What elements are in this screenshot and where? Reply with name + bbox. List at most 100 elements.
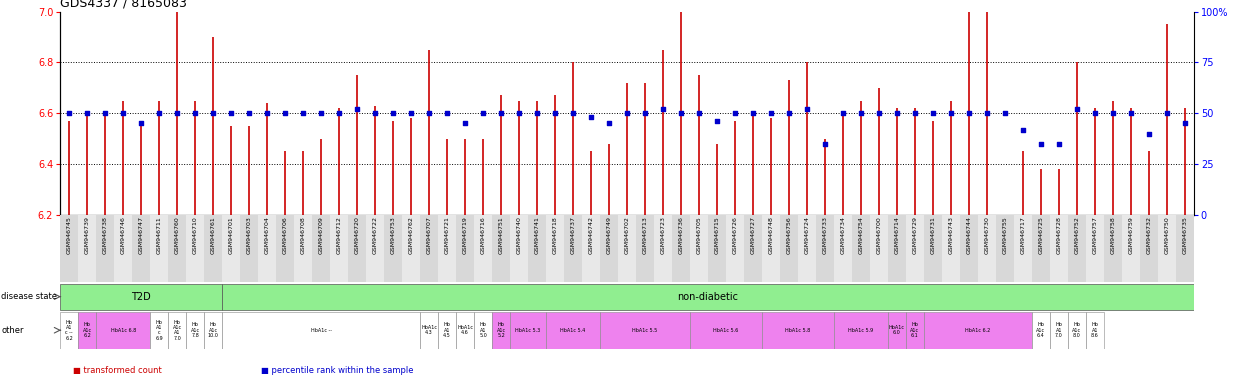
Point <box>671 110 691 116</box>
Text: GSM946746: GSM946746 <box>120 217 125 254</box>
FancyBboxPatch shape <box>599 215 618 282</box>
FancyBboxPatch shape <box>762 215 780 282</box>
Text: GSM946739: GSM946739 <box>85 217 90 254</box>
FancyBboxPatch shape <box>726 215 744 282</box>
FancyBboxPatch shape <box>834 312 888 349</box>
Text: Hb
A1
4.5: Hb A1 4.5 <box>443 322 451 338</box>
FancyBboxPatch shape <box>510 215 528 282</box>
FancyBboxPatch shape <box>834 215 851 282</box>
FancyBboxPatch shape <box>1050 215 1068 282</box>
Text: HbA1c 5.9: HbA1c 5.9 <box>849 328 874 333</box>
FancyBboxPatch shape <box>582 215 599 282</box>
FancyBboxPatch shape <box>132 215 150 282</box>
Point <box>382 110 403 116</box>
Text: GSM946736: GSM946736 <box>678 217 683 254</box>
Text: Hb
A1
c --
6.2: Hb A1 c -- 6.2 <box>65 319 73 341</box>
FancyBboxPatch shape <box>924 312 1032 349</box>
Text: GSM946734: GSM946734 <box>840 217 845 254</box>
Point <box>653 106 673 112</box>
Point <box>59 110 79 116</box>
Text: Hb
A1c
7.8: Hb A1c 7.8 <box>191 322 199 338</box>
Text: GSM946719: GSM946719 <box>463 217 468 254</box>
Text: HbA1c 5.6: HbA1c 5.6 <box>714 328 739 333</box>
FancyBboxPatch shape <box>690 312 762 349</box>
Text: GSM946717: GSM946717 <box>1021 217 1026 254</box>
FancyBboxPatch shape <box>851 215 870 282</box>
Point <box>1175 121 1195 127</box>
FancyBboxPatch shape <box>349 215 366 282</box>
FancyBboxPatch shape <box>150 215 168 282</box>
Point <box>186 110 206 116</box>
Text: GSM946711: GSM946711 <box>157 217 162 254</box>
FancyBboxPatch shape <box>905 215 924 282</box>
Text: non-diabetic: non-diabetic <box>677 291 739 302</box>
FancyBboxPatch shape <box>168 312 186 349</box>
FancyBboxPatch shape <box>816 215 834 282</box>
Text: GSM946748: GSM946748 <box>769 217 774 254</box>
FancyBboxPatch shape <box>150 312 168 349</box>
Point <box>1121 110 1141 116</box>
Text: HbA1c --: HbA1c -- <box>311 328 331 333</box>
Text: GSM946716: GSM946716 <box>480 217 485 254</box>
Text: GSM946735: GSM946735 <box>1183 217 1188 254</box>
FancyBboxPatch shape <box>888 312 905 349</box>
FancyBboxPatch shape <box>276 215 295 282</box>
Text: Hb
A1c
10.0: Hb A1c 10.0 <box>208 322 218 338</box>
Point <box>509 110 529 116</box>
FancyBboxPatch shape <box>78 215 97 282</box>
FancyBboxPatch shape <box>222 312 420 349</box>
Point <box>132 121 152 127</box>
Text: GSM946714: GSM946714 <box>894 217 899 254</box>
Point <box>742 110 762 116</box>
FancyBboxPatch shape <box>744 215 762 282</box>
Text: HbA1c
4.3: HbA1c 4.3 <box>421 325 438 336</box>
FancyBboxPatch shape <box>528 215 545 282</box>
Text: GSM946729: GSM946729 <box>913 217 918 254</box>
Text: GSM946737: GSM946737 <box>571 217 576 254</box>
Text: GSM946709: GSM946709 <box>319 217 324 254</box>
Point <box>347 106 367 112</box>
FancyBboxPatch shape <box>905 312 924 349</box>
Point <box>1102 110 1122 116</box>
FancyBboxPatch shape <box>978 215 996 282</box>
FancyBboxPatch shape <box>762 312 834 349</box>
Text: GSM946718: GSM946718 <box>553 217 558 254</box>
Point <box>815 141 835 147</box>
FancyBboxPatch shape <box>870 215 888 282</box>
Text: HbA1c
6.0: HbA1c 6.0 <box>889 325 905 336</box>
Text: GSM946725: GSM946725 <box>1038 217 1043 254</box>
FancyBboxPatch shape <box>996 215 1014 282</box>
FancyBboxPatch shape <box>60 312 78 349</box>
FancyBboxPatch shape <box>384 215 403 282</box>
Point <box>761 110 781 116</box>
Point <box>455 121 475 127</box>
FancyBboxPatch shape <box>1122 215 1140 282</box>
Text: disease state: disease state <box>1 292 58 301</box>
Point <box>1031 141 1051 147</box>
FancyBboxPatch shape <box>959 215 978 282</box>
Text: GSM946744: GSM946744 <box>967 217 972 254</box>
FancyBboxPatch shape <box>1086 312 1104 349</box>
Point <box>599 121 619 127</box>
Point <box>257 110 277 116</box>
Text: HbA1c 5.3: HbA1c 5.3 <box>515 328 540 333</box>
Point <box>492 110 512 116</box>
Text: GSM946722: GSM946722 <box>372 217 377 254</box>
Text: Hb
A1c
6.4: Hb A1c 6.4 <box>1036 322 1046 338</box>
Point <box>707 118 727 124</box>
FancyBboxPatch shape <box>438 215 456 282</box>
FancyBboxPatch shape <box>924 215 942 282</box>
FancyBboxPatch shape <box>456 215 474 282</box>
Point <box>779 110 799 116</box>
FancyBboxPatch shape <box>60 215 78 282</box>
FancyBboxPatch shape <box>330 215 349 282</box>
Text: T2D: T2D <box>132 291 150 302</box>
Text: GSM946720: GSM946720 <box>355 217 360 254</box>
Point <box>293 110 314 116</box>
Point <box>527 110 547 116</box>
Point <box>167 110 187 116</box>
FancyBboxPatch shape <box>1104 215 1122 282</box>
Text: GSM946732: GSM946732 <box>1146 217 1151 254</box>
Text: GSM946741: GSM946741 <box>534 217 539 254</box>
Text: HbA1c 6.8: HbA1c 6.8 <box>110 328 135 333</box>
